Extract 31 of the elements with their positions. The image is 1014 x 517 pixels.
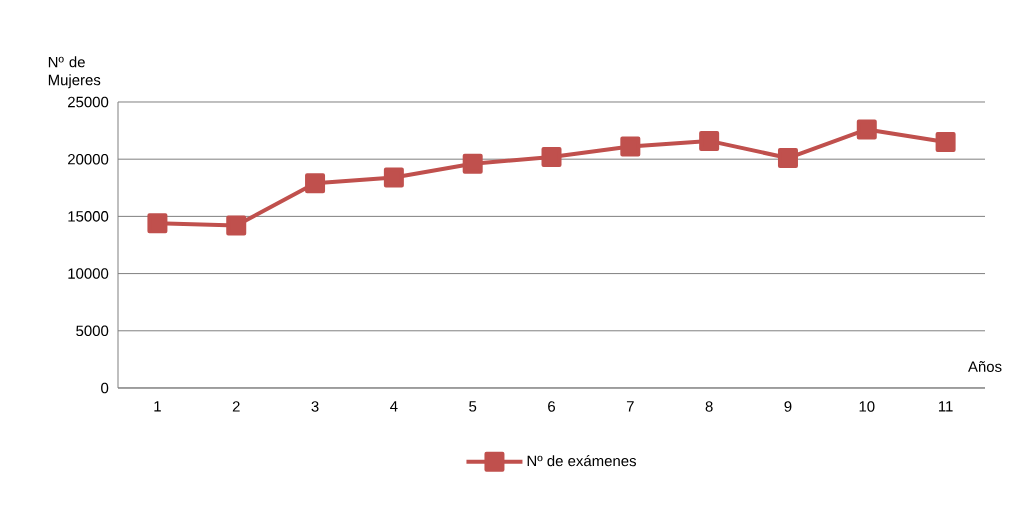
y-tick-label: 20000 (68, 153, 109, 165)
y-tick-label: 25000 (68, 96, 109, 108)
x-tick-label: 4 (390, 401, 398, 412)
x-tick-label: 7 (626, 401, 634, 412)
y-axis-title: Nº de Mujeres (48, 56, 101, 89)
x-axis-title: Años (968, 361, 1002, 372)
point (226, 215, 247, 236)
point (541, 146, 562, 167)
point (305, 173, 326, 194)
y-tick-label: 0 (101, 382, 109, 394)
x-tick-label: 2 (232, 401, 240, 412)
point (935, 132, 956, 153)
y-tick-label: 15000 (68, 211, 109, 222)
legend-label: Nº de exámenes (527, 455, 636, 467)
x-tick-label: 11 (938, 401, 953, 412)
y-tick-label: 5000 (76, 325, 109, 337)
point (699, 130, 720, 151)
point (856, 119, 877, 140)
x-tick-label: 3 (311, 401, 319, 412)
y-tick-label: 10000 (68, 268, 109, 279)
x-tick-label: 1 (154, 401, 161, 412)
point (620, 136, 641, 157)
x-tick-label: 9 (784, 401, 792, 412)
x-tick-label: 6 (548, 401, 556, 412)
point (383, 167, 404, 188)
point (777, 148, 798, 169)
x-tick-label: 8 (705, 401, 713, 412)
point (462, 153, 483, 174)
x-tick-label: 10 (859, 401, 875, 412)
x-tick-label: 5 (469, 401, 477, 412)
point (147, 213, 168, 234)
